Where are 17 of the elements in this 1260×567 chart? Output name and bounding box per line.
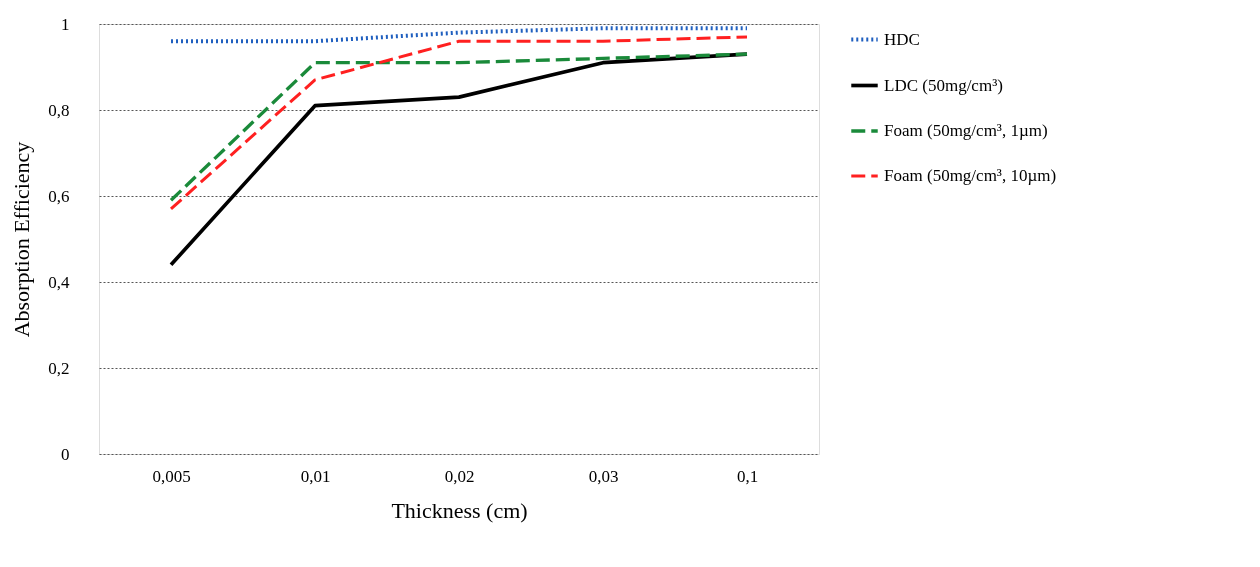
legend-label: Foam (50mg/cm³, 1µm) (884, 121, 1048, 140)
legend-label: HDC (884, 29, 920, 49)
x-tick-label: 0,01 (300, 466, 331, 486)
x-tick-label: 0,03 (588, 466, 619, 486)
x-tick-label: 0,1 (736, 466, 759, 486)
y-tick-label: 0,2 (48, 358, 70, 378)
x-axis-title: Thickness (cm) (391, 497, 528, 523)
legend-label: Foam (50mg/cm³, 10µm) (884, 166, 1057, 185)
y-tick-label: 0,6 (48, 186, 70, 206)
y-tick-label: 1 (61, 14, 70, 34)
y-axis-title: Absorption Efficiency (9, 141, 35, 338)
y-tick-label: 0,4 (48, 272, 70, 292)
legend-label: LDC (50mg/cm³) (884, 75, 1003, 95)
x-tick-label: 0,02 (444, 466, 475, 486)
y-tick-label: 0,8 (48, 100, 70, 120)
y-tick-label: 0 (61, 444, 70, 464)
x-tick-label: 0,005 (152, 466, 191, 486)
